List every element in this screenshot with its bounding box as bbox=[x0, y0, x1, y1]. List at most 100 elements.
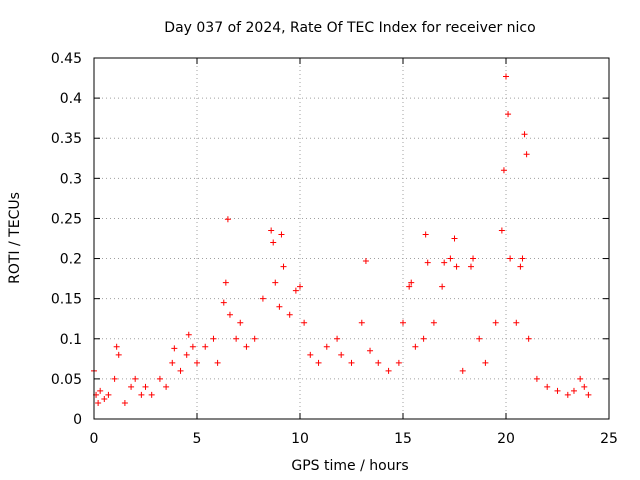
data-point bbox=[276, 303, 283, 310]
data-point bbox=[301, 319, 308, 326]
data-point bbox=[482, 359, 489, 366]
x-axis-label: GPS time / hours bbox=[291, 458, 408, 474]
data-point bbox=[375, 359, 382, 366]
data-point bbox=[513, 319, 520, 326]
data-point bbox=[286, 311, 293, 318]
data-point bbox=[177, 367, 184, 374]
y-tick-label: 0.3 bbox=[60, 171, 82, 187]
data-point bbox=[523, 151, 530, 158]
x-tick-label: 0 bbox=[90, 431, 99, 447]
data-point bbox=[183, 351, 190, 358]
data-point bbox=[422, 231, 429, 238]
y-tick-label: 0.25 bbox=[51, 211, 82, 227]
data-point bbox=[220, 299, 227, 306]
data-point bbox=[395, 359, 402, 366]
data-point bbox=[362, 257, 369, 264]
y-tick-label: 0.05 bbox=[51, 372, 82, 388]
data-point bbox=[476, 335, 483, 342]
data-point bbox=[492, 319, 499, 326]
data-point bbox=[358, 319, 365, 326]
data-point bbox=[111, 375, 118, 382]
y-tick-label: 0.4 bbox=[60, 91, 82, 107]
data-point bbox=[185, 331, 192, 338]
data-point bbox=[163, 383, 170, 390]
data-point bbox=[348, 359, 355, 366]
data-point bbox=[214, 359, 221, 366]
y-tick-label: 0.45 bbox=[51, 51, 82, 67]
data-point bbox=[315, 359, 322, 366]
data-point bbox=[525, 335, 532, 342]
data-point bbox=[338, 351, 345, 358]
x-tick-labels: 0 5 10 15 20 25 bbox=[90, 431, 618, 447]
data-point bbox=[467, 263, 474, 270]
data-point bbox=[503, 73, 509, 80]
grid-lines bbox=[94, 58, 609, 419]
data-point bbox=[101, 395, 108, 402]
y-tick-labels: 0 0.05 0.1 0.15 0.2 0.25 0.3 0.35 0.4 0.45 bbox=[51, 51, 82, 428]
data-point bbox=[521, 131, 528, 138]
data-point bbox=[113, 343, 120, 350]
data-point bbox=[105, 391, 112, 398]
data-point bbox=[451, 235, 458, 242]
data-point bbox=[420, 335, 427, 342]
data-point bbox=[194, 359, 200, 366]
data-point bbox=[138, 391, 145, 398]
data-point bbox=[505, 111, 512, 118]
axis-ticks bbox=[93, 57, 610, 420]
data-point bbox=[202, 343, 209, 350]
data-point bbox=[142, 383, 149, 390]
data-point bbox=[470, 255, 477, 262]
data-point bbox=[424, 259, 431, 266]
data-point bbox=[517, 263, 524, 270]
y-tick-label: 0.1 bbox=[60, 332, 82, 348]
data-point bbox=[385, 367, 392, 374]
data-point bbox=[577, 375, 584, 382]
data-point bbox=[447, 255, 454, 262]
x-tick-label: 10 bbox=[291, 431, 309, 447]
data-point bbox=[169, 359, 176, 366]
data-point bbox=[237, 319, 244, 326]
x-tick-label: 20 bbox=[497, 431, 515, 447]
x-tick-label: 5 bbox=[193, 431, 202, 447]
data-point bbox=[307, 351, 314, 358]
data-point bbox=[334, 335, 341, 342]
chart-title: Day 037 of 2024, Rate Of TEC Index for r… bbox=[164, 20, 535, 36]
data-point bbox=[272, 279, 279, 286]
data-point bbox=[544, 383, 551, 390]
data-point bbox=[128, 383, 135, 390]
data-point bbox=[519, 255, 526, 262]
data-point bbox=[500, 167, 507, 174]
data-point bbox=[171, 345, 178, 352]
y-tick-label: 0.2 bbox=[60, 252, 82, 268]
data-point bbox=[270, 239, 277, 246]
data-point bbox=[251, 335, 258, 342]
data-point bbox=[585, 391, 592, 398]
y-axis-label: ROTI / TECUs bbox=[7, 192, 23, 284]
data-point bbox=[533, 375, 540, 382]
data-point bbox=[297, 283, 303, 290]
data-point bbox=[581, 383, 588, 390]
data-point bbox=[412, 343, 419, 350]
data-point bbox=[570, 387, 577, 394]
data-point bbox=[439, 283, 446, 290]
data-point bbox=[156, 375, 163, 382]
data-point bbox=[367, 347, 374, 354]
data-point bbox=[507, 255, 514, 262]
data-point bbox=[400, 319, 406, 326]
data-point bbox=[210, 335, 217, 342]
data-point bbox=[498, 227, 505, 234]
data-point bbox=[408, 279, 415, 286]
data-point bbox=[280, 263, 287, 270]
x-tick-label: 25 bbox=[600, 431, 618, 447]
data-point bbox=[323, 343, 330, 350]
y-tick-label: 0.15 bbox=[51, 292, 82, 308]
data-point bbox=[554, 387, 561, 394]
data-point bbox=[189, 343, 196, 350]
data-point bbox=[243, 343, 250, 350]
data-point bbox=[121, 399, 128, 406]
data-point bbox=[132, 375, 139, 382]
data-point bbox=[441, 259, 448, 266]
y-tick-label: 0.35 bbox=[51, 131, 82, 147]
data-point bbox=[148, 391, 155, 398]
